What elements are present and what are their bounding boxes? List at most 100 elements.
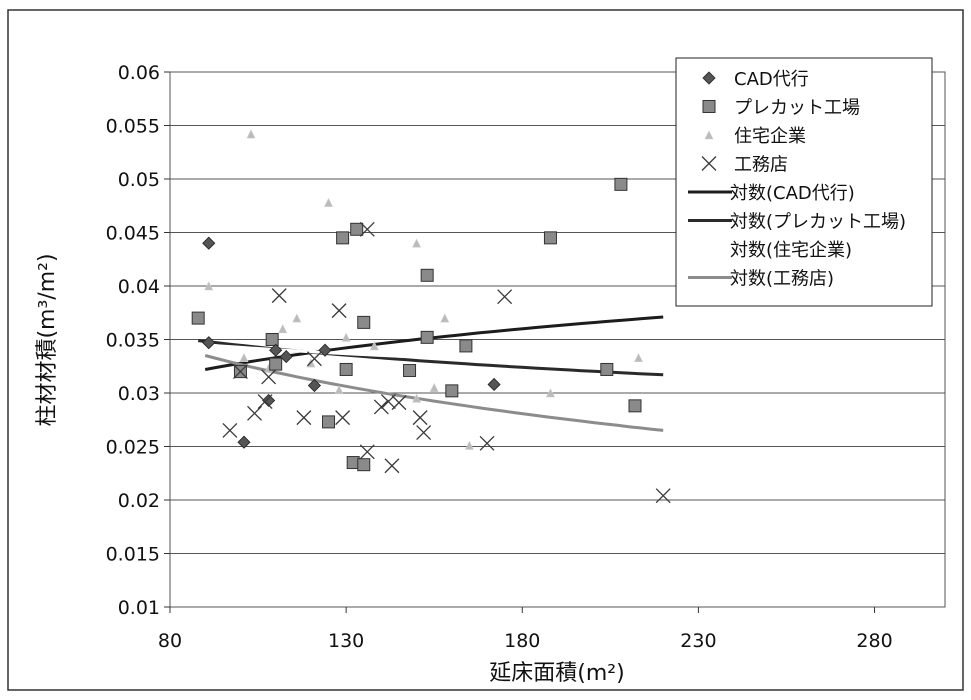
data-point-series-4	[222, 422, 238, 438]
x-tick-label: 230	[680, 630, 716, 652]
legend-label-5: 対数(CAD代行)	[730, 183, 855, 204]
data-point-series-4	[335, 410, 351, 426]
data-point-series-2	[543, 231, 557, 245]
data-point-series-4	[247, 405, 263, 421]
legend-label-4: 工務店	[734, 155, 788, 176]
data-point-series-2	[269, 357, 283, 371]
y-tick-label: 0.01	[118, 597, 160, 619]
data-point-series-1	[262, 393, 276, 408]
y-tick-label: 0.035	[106, 330, 160, 352]
data-point-series-1	[279, 350, 293, 364]
x-tick-label: 130	[328, 630, 364, 652]
data-point-series-4	[497, 289, 513, 305]
y-tick-label: 0.05	[118, 169, 160, 191]
y-tick-label: 0.04	[118, 276, 160, 298]
data-point-series-3	[246, 129, 256, 139]
data-point-series-2	[350, 222, 364, 236]
y-tick-label: 0.015	[106, 544, 160, 566]
data-point-series-3	[239, 353, 249, 362]
legend-box	[675, 57, 933, 307]
data-point-series-2	[403, 364, 417, 378]
data-point-series-2	[420, 330, 434, 344]
data-point-series-4	[232, 364, 248, 380]
data-point-series-3	[369, 341, 379, 351]
legend-symbol-1	[702, 71, 716, 85]
legend-label-2: プレカット工場	[734, 98, 860, 119]
data-point-series-1	[487, 377, 501, 392]
x-tick-label: 280	[856, 630, 892, 652]
data-point-series-3	[334, 385, 344, 395]
data-point-series-1	[269, 343, 283, 357]
data-point-series-3	[341, 332, 351, 342]
data-point-series-4	[416, 425, 432, 441]
data-point-series-2	[191, 311, 205, 325]
data-point-series-2	[420, 268, 434, 282]
data-point-series-1	[202, 336, 216, 350]
y-axis-ticks: 0.01 0.015 0.02 0.025 0.03 0.035 0.04 0.045 0.05…	[106, 62, 170, 619]
data-point-series-3	[292, 313, 302, 323]
legend-symbol-4	[701, 156, 717, 171]
data-point-series-3	[204, 281, 214, 291]
data-point-series-4	[391, 395, 407, 411]
data-point-series-1	[202, 236, 216, 250]
data-point-series-1	[318, 343, 332, 357]
x-tick-label: 80	[158, 630, 182, 652]
data-point-series-2	[614, 177, 628, 191]
data-point-series-4	[261, 369, 277, 385]
data-point-series-2	[600, 362, 614, 376]
data-point-series-2	[336, 231, 350, 245]
data-point-series-2	[322, 415, 336, 429]
data-point-series-4	[331, 303, 347, 319]
legend-label-3: 住宅企業	[734, 126, 806, 147]
data-point-series-2	[357, 458, 371, 472]
data-point-series-2	[445, 384, 459, 398]
data-points	[191, 129, 671, 504]
y-tick-label: 0.06	[118, 62, 160, 84]
data-point-series-3	[324, 197, 334, 207]
legend-label-7: 対数(住宅企業)	[730, 240, 852, 261]
data-point-series-4	[296, 410, 312, 426]
data-point-series-4	[306, 351, 322, 367]
data-point-series-4	[359, 444, 375, 460]
data-point-series-3	[440, 313, 450, 323]
y-tick-label: 0.03	[118, 383, 160, 405]
data-point-series-4	[655, 488, 671, 504]
data-point-series-4	[373, 399, 389, 415]
x-axis-label: 延床面積(m²)	[489, 661, 624, 686]
data-point-series-4	[257, 394, 273, 410]
data-point-series-3	[412, 238, 422, 248]
data-point-series-1	[237, 435, 251, 449]
data-point-series-4	[271, 288, 287, 304]
legend-label-1: CAD代行	[734, 69, 809, 90]
legend-symbol-3	[704, 130, 714, 140]
data-point-series-2	[459, 339, 473, 353]
y-tick-label: 0.045	[106, 223, 160, 245]
data-point-series-4	[412, 410, 428, 426]
y-tick-label: 0.025	[106, 437, 160, 459]
data-point-series-3	[278, 324, 288, 334]
data-point-series-4	[359, 221, 375, 237]
trendline-4	[204, 354, 664, 432]
data-point-series-3	[429, 382, 439, 392]
data-point-series-2	[357, 315, 371, 329]
x-axis-ticks: 80 130 180 230 280	[158, 607, 893, 652]
data-point-series-4	[479, 435, 495, 451]
data-point-series-1	[307, 378, 321, 393]
data-point-series-2	[339, 362, 353, 376]
data-point-series-4	[384, 458, 400, 474]
data-point-series-2	[628, 399, 642, 413]
y-axis-label: 柱材材積(m³/m²)	[35, 253, 60, 426]
data-point-series-3	[634, 353, 644, 362]
legend-label-8: 対数(工務店)	[730, 269, 834, 290]
legend-label-6: 対数(プレカット工場)	[730, 212, 906, 233]
data-point-series-2	[265, 333, 279, 346]
data-point-series-3	[412, 393, 422, 403]
data-point-series-3	[464, 440, 474, 450]
y-tick-label: 0.055	[106, 116, 160, 138]
legend-symbol-2	[702, 100, 716, 113]
x-tick-label: 180	[504, 630, 540, 652]
y-tick-label: 0.02	[118, 490, 160, 512]
